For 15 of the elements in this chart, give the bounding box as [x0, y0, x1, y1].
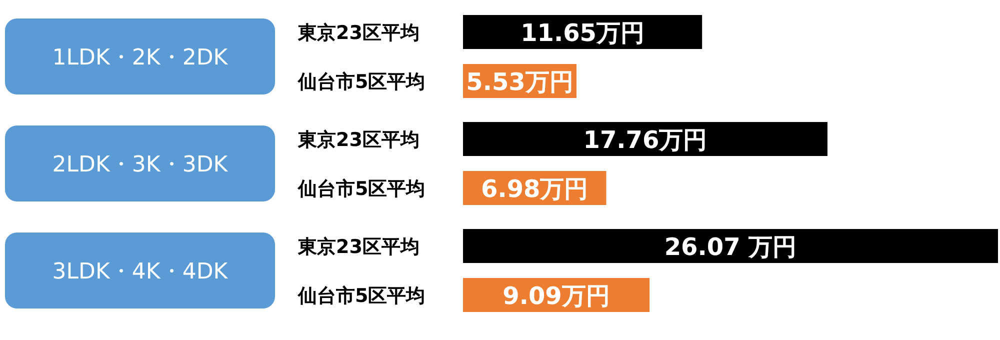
group-label: 1LDK・2K・2DK: [5, 18, 275, 94]
group-label: 3LDK・4K・4DK: [5, 232, 275, 308]
group-label: 2LDK・3K・3DK: [5, 126, 275, 202]
data-label: 11.65万円: [520, 19, 644, 47]
y-tick-label: 仙台市5区平均: [297, 178, 426, 200]
data-label: 6.98万円: [481, 175, 588, 203]
y-tick-label: 仙台市5区平均: [297, 71, 426, 93]
y-tick-label: 東京23区平均: [297, 22, 420, 44]
data-label: 17.76万円: [583, 126, 708, 154]
data-label: 5.53万円: [466, 68, 574, 96]
data-label: 26.07 万円: [664, 233, 797, 261]
data-label: 9.09万円: [502, 282, 610, 310]
y-tick-label: 東京23区平均: [297, 236, 420, 258]
y-tick-label: 東京23区平均: [297, 129, 420, 151]
y-tick-label: 仙台市5区平均: [297, 285, 426, 307]
